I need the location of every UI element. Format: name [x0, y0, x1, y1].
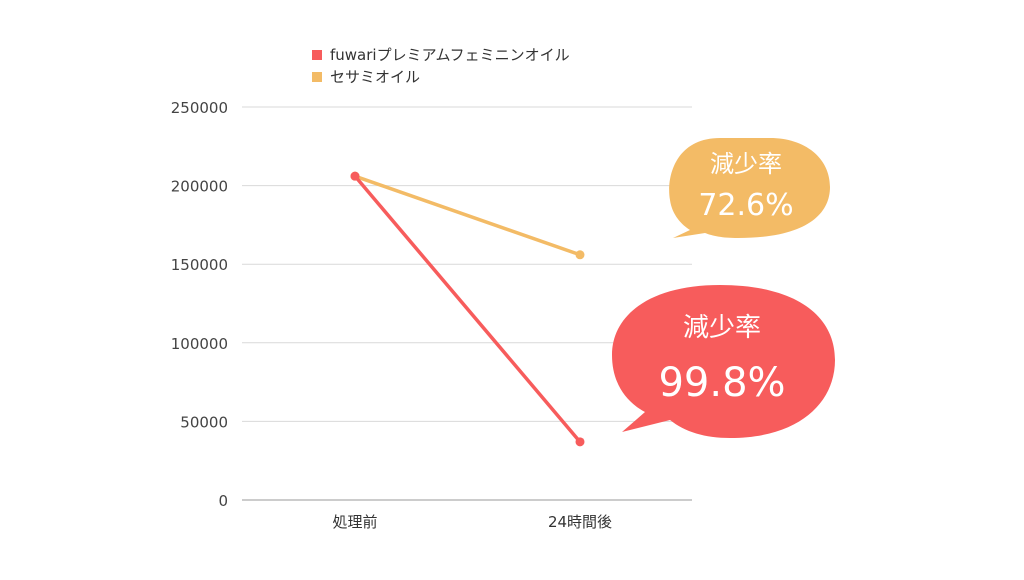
legend-label: セサミオイル [330, 68, 420, 86]
x-tick-label: 24時間後 [548, 513, 612, 531]
callout-sesame-label: 減少率 [710, 150, 782, 178]
y-tick-label: 50000 [180, 413, 228, 431]
y-tick-label: 100000 [171, 335, 228, 353]
series [350, 171, 585, 447]
callout-fuwari-bubble [612, 285, 835, 438]
callout-fuwari: 減少率 99.8% [612, 285, 835, 438]
series-line-0 [353, 175, 582, 443]
legend-label: fuwariプレミアムフェミニンオイル [330, 46, 570, 64]
x-axis-ticks: 処理前 24時間後 [332, 513, 612, 531]
callout-fuwari-value: 99.8% [658, 360, 785, 406]
y-tick-label: 0 [218, 492, 228, 510]
legend-swatch [312, 72, 322, 82]
callout-sesame-value: 72.6% [698, 188, 793, 223]
data-point [575, 437, 585, 447]
callout-sesame-bubble [669, 138, 830, 238]
y-tick-label: 200000 [171, 178, 228, 196]
callout-sesame: 減少率 72.6% [669, 138, 830, 238]
series-line-1 [354, 174, 581, 257]
legend-swatch [312, 50, 322, 60]
data-point [575, 250, 585, 260]
y-tick-label: 150000 [171, 256, 228, 274]
x-tick-label: 処理前 [332, 513, 377, 531]
y-axis-ticks: 0 50000 100000 150000 200000 250000 [171, 99, 228, 510]
y-tick-label: 250000 [171, 99, 228, 117]
data-point [350, 171, 360, 181]
callout-fuwari-label: 減少率 [683, 313, 761, 343]
grid [242, 106, 692, 501]
